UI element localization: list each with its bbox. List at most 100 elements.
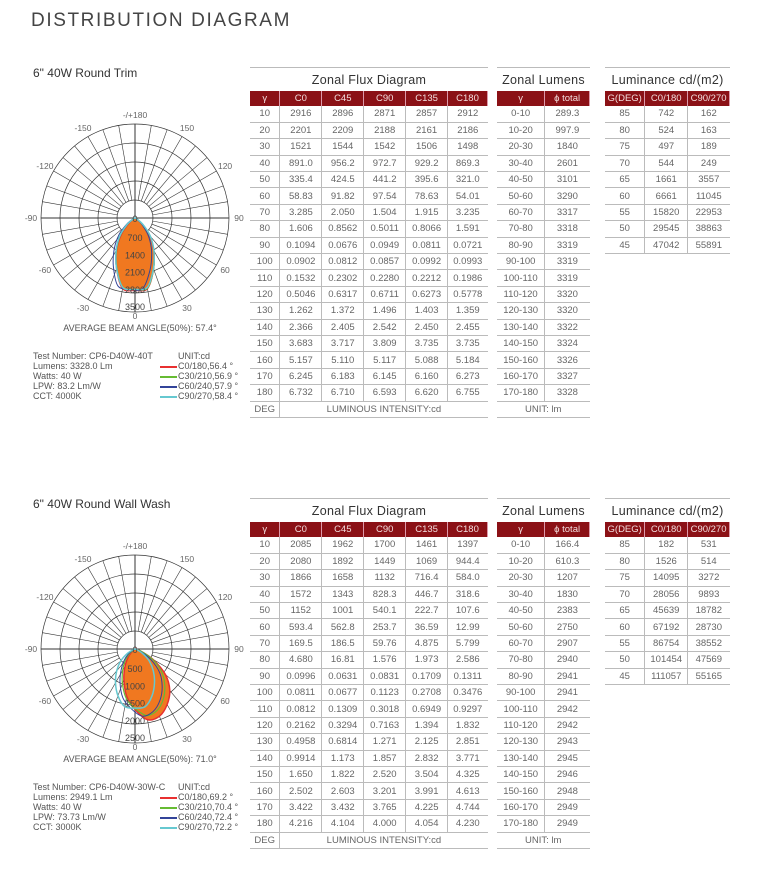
- table-cell: 0.1094: [279, 237, 323, 255]
- table-row: 70 28056 9893: [605, 586, 730, 604]
- table-cell: 40-50: [497, 171, 546, 189]
- table-cell: 70: [605, 586, 646, 604]
- unit-label: UNIT:cd: [178, 782, 211, 792]
- table-cell: 100: [250, 684, 281, 702]
- table-cell: 163: [687, 122, 730, 140]
- table-cell: 3.735: [447, 335, 488, 353]
- column-header: γ: [497, 522, 546, 537]
- table-cell: 3.422: [279, 799, 323, 817]
- table-row: 75 497 189: [605, 138, 730, 156]
- polar-spoke: [148, 229, 208, 279]
- table-row: 80-90 3319: [497, 237, 590, 255]
- table-cell: 1.504: [363, 204, 407, 222]
- table-cell: 0.6273: [405, 286, 449, 304]
- table-cell: 0.4958: [279, 733, 323, 751]
- table-row: 0-10 289.3: [497, 106, 590, 123]
- angle-label: 30: [182, 734, 192, 744]
- table-row: 100-110 2942: [497, 700, 590, 718]
- table-row: 40-50 2383: [497, 602, 590, 620]
- polar-spoke: [74, 576, 124, 636]
- angle-label: -30: [77, 303, 90, 313]
- table-cell: 111057: [644, 668, 689, 686]
- table-cell: 1892: [321, 553, 365, 571]
- legend-label: C60/240,72.4 °: [178, 812, 239, 822]
- table-cell: 0.5778: [447, 286, 488, 304]
- column-header: ϕ total: [544, 522, 590, 537]
- table-cell: 318.6: [447, 586, 488, 604]
- table-cell: 0.0857: [363, 253, 407, 271]
- footer-deg: DEG: [250, 401, 281, 418]
- table-cell: 1.832: [447, 717, 488, 735]
- table-cell: 1069: [405, 553, 449, 571]
- table-cell: 16.81: [321, 651, 365, 669]
- table-cell: 160-170: [497, 799, 546, 817]
- table-cell: 4.054: [405, 815, 449, 833]
- table-row: 80 524 163: [605, 122, 730, 140]
- column-header: C0/180: [644, 91, 689, 106]
- table-cell: 524: [644, 122, 689, 140]
- table-cell: 1343: [321, 586, 365, 604]
- radial-label: 1500: [125, 699, 145, 709]
- table-cell: 30: [250, 569, 281, 587]
- table-cell: 0.6814: [321, 733, 365, 751]
- table-cell: 20: [250, 553, 281, 571]
- table-cell: 4.325: [447, 766, 488, 784]
- table-cell: 2.366: [279, 319, 323, 336]
- table-cell: 3328: [544, 384, 590, 402]
- table-row: 100 0.0811 0.0677 0.1123 0.2708 0.3476: [250, 684, 488, 702]
- table-cell: 6661: [644, 187, 689, 205]
- zonal-flux-table: γ C0 C45 C90 C135 C180 10 2085 1962 1700 1461 1397 2…: [250, 522, 488, 849]
- table-cell: 40: [250, 155, 281, 173]
- table-cell: 4.613: [447, 782, 488, 800]
- table-footer-row: DEG LUMINOUS INTENSITY:cd: [250, 401, 488, 418]
- table-row: 20 2201 2209 2188 2161 2186: [250, 122, 488, 140]
- table-row: 50 1152 1001 540.1 222.7 107.6: [250, 602, 488, 620]
- column-header: ϕ total: [544, 91, 590, 106]
- radial-label: 1000: [125, 681, 145, 691]
- table-cell: 170-180: [497, 384, 546, 402]
- angle-label: 150: [180, 123, 194, 133]
- table-cell: 3.285: [279, 204, 323, 222]
- table-row: 130 0.4958 0.6814 1.271 2.125 2.851: [250, 733, 488, 751]
- table-cell: 1461: [405, 537, 449, 554]
- table-row: 30 1866 1658 1132 716.4 584.0: [250, 569, 488, 587]
- table-row: 120 0.2162 0.3294 0.7163 1.394 1.832: [250, 717, 488, 735]
- table-cell: 2912: [447, 106, 488, 123]
- table-row: 140-150 2946: [497, 766, 590, 784]
- table-cell: 55: [605, 204, 646, 222]
- table-cell: 80: [250, 651, 281, 669]
- table-cell: 55891: [687, 237, 730, 255]
- polar-spoke: [102, 129, 130, 202]
- table-cell: 170: [250, 368, 281, 386]
- table-cell: 2161: [405, 122, 449, 140]
- table-cell: 3.809: [363, 335, 407, 353]
- table-cell: 3.201: [363, 782, 407, 800]
- column-header: C0/180: [644, 522, 689, 537]
- table-cell: 0.0996: [279, 668, 323, 686]
- luminance-title: Luminance cd/(m2): [605, 67, 730, 91]
- table-cell: 5.799: [447, 635, 488, 653]
- table-row: 130-140 2945: [497, 750, 590, 767]
- table-cell: 3557: [687, 171, 730, 189]
- table-cell: 3290: [544, 187, 590, 205]
- radial-label: 700: [127, 233, 142, 243]
- table-row: 160 5.157 5.110 5.117 5.088 5.184: [250, 351, 488, 369]
- polar-spoke: [53, 601, 120, 641]
- table-cell: 1572: [279, 586, 323, 604]
- polar-spoke: [151, 654, 224, 682]
- table-cell: 86754: [644, 635, 689, 653]
- table-cell: 0.2212: [405, 269, 449, 287]
- angle-label: 90: [234, 644, 244, 654]
- table-row: 40 891.0 956.2 972.7 929.2 869.3: [250, 155, 488, 173]
- table-cell: 2383: [544, 602, 590, 620]
- table-cell: 80: [605, 122, 646, 140]
- polar-spoke: [46, 185, 119, 213]
- zonal-flux-table: γ C0 C45 C90 C135 C180 10 2916 2896 2871 2857 2912 2…: [250, 91, 488, 418]
- table-cell: 0.2708: [405, 684, 449, 702]
- legend-swatch: [160, 375, 177, 378]
- column-header: C0: [279, 91, 323, 106]
- table-cell: 60-70: [497, 635, 546, 653]
- table-cell: 1.606: [279, 220, 323, 238]
- table-cell: 2085: [279, 537, 323, 554]
